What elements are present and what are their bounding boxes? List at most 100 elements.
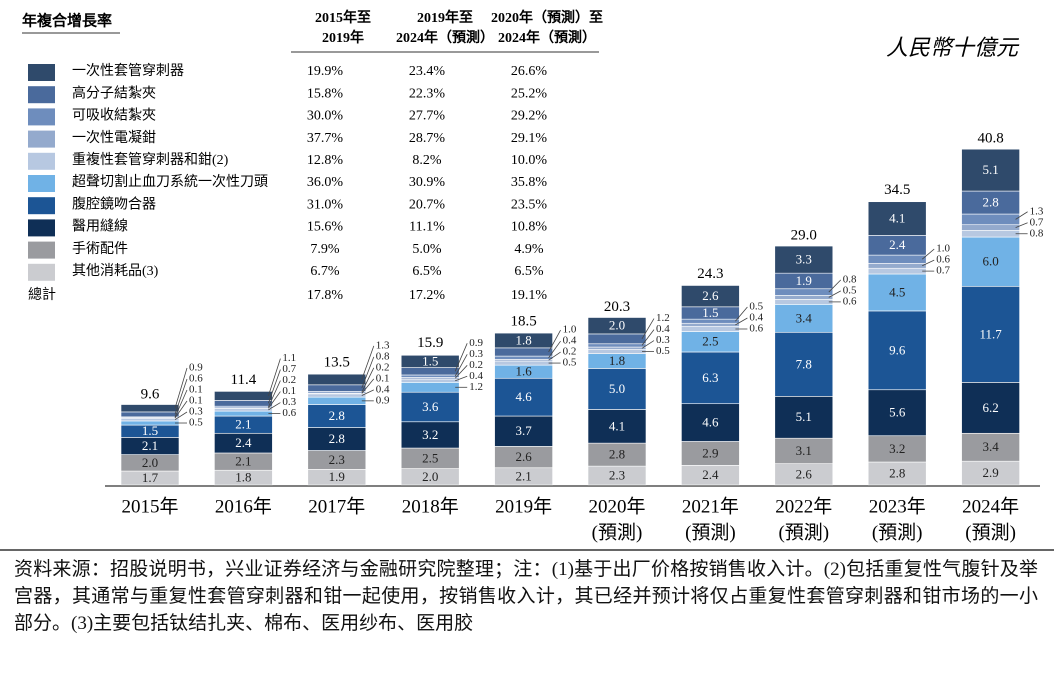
leader-line	[361, 356, 375, 389]
bar-segment	[214, 391, 273, 401]
growth-rate: 28.7%	[409, 131, 446, 146]
value-label: 0.7	[282, 363, 296, 375]
table-title: 年複合增長率	[22, 11, 112, 29]
value-label: 0.6	[282, 407, 296, 419]
value-label: 5.6	[889, 405, 906, 420]
leader-line	[454, 365, 468, 379]
bar-segment	[774, 304, 834, 333]
leader-line	[361, 389, 374, 396]
value-label: 2.8	[982, 195, 998, 210]
legend-swatch	[28, 197, 55, 215]
growth-rate: 17.2%	[409, 288, 446, 303]
legend-swatch	[28, 152, 55, 170]
growth-rate: 23.4%	[409, 64, 446, 79]
x-tick-note: (預測)	[778, 521, 829, 543]
legend-swatch	[28, 263, 55, 281]
bar-segment	[681, 351, 740, 405]
total-label: 20.3	[604, 299, 630, 315]
value-label: 1.0	[936, 243, 950, 255]
column-header: 2024年（預測）	[498, 29, 596, 46]
total-label: 29.0	[791, 227, 817, 243]
value-label: 2.8	[889, 465, 905, 480]
value-label: 2.6	[796, 466, 813, 481]
bar-segment	[867, 263, 927, 269]
bar-segment	[307, 396, 367, 405]
value-label: 5.1	[982, 162, 998, 177]
growth-rate: 6.5%	[514, 264, 544, 279]
total-label: 34.5	[884, 182, 910, 198]
value-label: 0.7	[1030, 216, 1044, 228]
leader-line	[1015, 222, 1028, 228]
leader-line	[548, 340, 561, 358]
value-label: 1.8	[609, 353, 625, 368]
legend-swatch	[28, 86, 55, 104]
leader-line	[268, 380, 281, 408]
bar-segment	[774, 331, 834, 397]
value-label: 0.1	[189, 384, 203, 396]
x-tick-label: 2020年	[588, 495, 645, 517]
growth-rate: 35.8%	[511, 175, 548, 190]
value-label: 0.4	[749, 312, 763, 324]
value-label: 1.9	[329, 469, 345, 484]
value-label: 0.4	[563, 335, 577, 347]
bar-segment	[867, 435, 927, 463]
bar-segment	[961, 224, 1020, 231]
value-label: 0.4	[656, 323, 670, 335]
value-label: 3.2	[422, 427, 438, 442]
leader-line	[641, 329, 655, 346]
leader-line	[268, 391, 281, 409]
total-label: 24.3	[697, 266, 723, 282]
bar-segment	[961, 285, 1020, 383]
growth-rate: 5.0%	[412, 242, 442, 257]
bar-segment	[587, 368, 647, 410]
growth-rate: 31.0%	[307, 197, 344, 212]
value-label: 0.5	[656, 345, 670, 357]
bar-segment	[307, 373, 367, 386]
growth-rate: 23.5%	[511, 197, 548, 212]
x-tick-label: 2017年	[308, 495, 365, 517]
value-label: 0.5	[189, 417, 203, 429]
value-label: 1.2	[469, 381, 483, 393]
bar-segment	[587, 349, 647, 354]
value-label: 3.6	[422, 399, 439, 414]
total-label: 40.8	[977, 130, 1003, 146]
value-label: 3.1	[796, 443, 812, 458]
leader-line	[922, 259, 935, 267]
value-label: 6.0	[982, 254, 998, 269]
value-label: 2.4	[889, 237, 906, 252]
value-label: 0.9	[189, 362, 203, 374]
leader-line	[641, 340, 655, 349]
value-label: 2.8	[329, 408, 345, 423]
value-label: 0.5	[749, 301, 763, 313]
column-header: 2015年至	[315, 9, 371, 26]
legend-swatch	[28, 108, 55, 126]
value-label: 1.0	[563, 324, 577, 336]
value-label: 2.4	[702, 467, 719, 482]
value-label: 0.5	[843, 284, 857, 296]
x-tick-note: (預測)	[592, 521, 643, 543]
value-label: 0.3	[656, 334, 670, 346]
bar-segment	[961, 230, 1020, 238]
legend-swatch	[28, 241, 55, 259]
growth-rate: 15.6%	[307, 220, 344, 235]
total-label: 總計	[28, 286, 56, 303]
bar-segment	[400, 382, 460, 393]
bar-segment	[400, 421, 460, 449]
value-label: 0.1	[376, 372, 390, 384]
value-label: 1.5	[142, 423, 158, 438]
value-label: 2.1	[235, 454, 251, 469]
bar-segment	[587, 409, 647, 444]
legend-swatch	[28, 175, 55, 192]
growth-rate: 4.9%	[514, 242, 544, 257]
value-label: 0.6	[936, 254, 950, 266]
x-tick-label: 2016年	[215, 495, 272, 517]
growth-rate: 27.7%	[409, 109, 446, 124]
growth-rate: 20.7%	[409, 197, 446, 212]
value-label: 0.4	[376, 383, 390, 395]
growth-rate: 10.8%	[511, 220, 548, 235]
unit-label: 人民幣十億元	[886, 35, 1020, 60]
legend-swatch	[28, 64, 55, 81]
total-label: 15.9	[417, 335, 443, 351]
total-label: 11.4	[231, 372, 257, 388]
